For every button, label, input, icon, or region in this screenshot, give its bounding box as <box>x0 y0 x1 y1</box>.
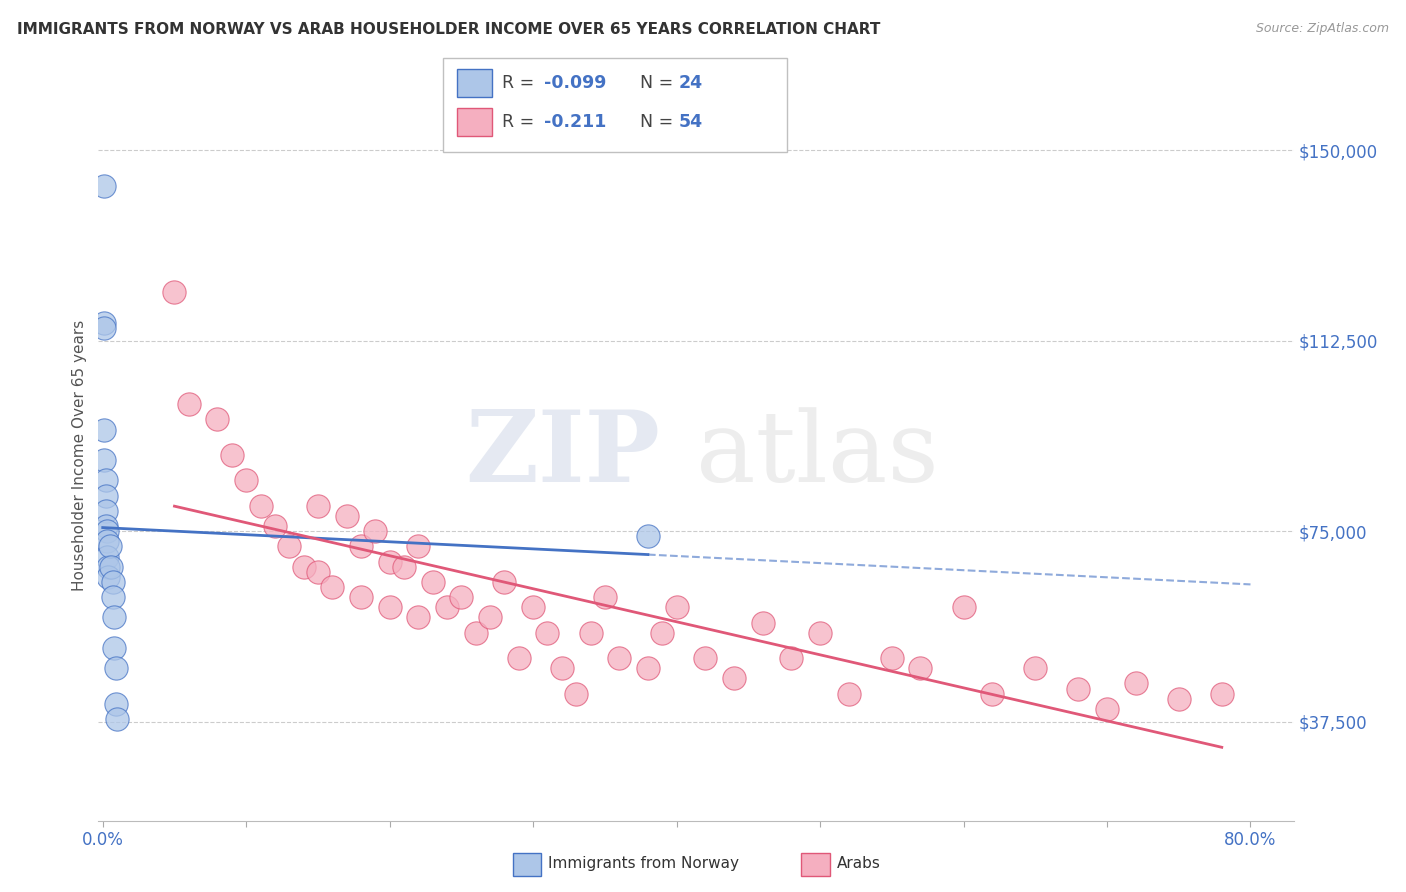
Point <box>536 625 558 640</box>
Point <box>103 640 125 655</box>
Point <box>981 687 1004 701</box>
Point <box>94 473 117 487</box>
Point <box>593 590 616 604</box>
Point <box>93 321 115 335</box>
Point <box>910 661 932 675</box>
Text: Source: ZipAtlas.com: Source: ZipAtlas.com <box>1256 22 1389 36</box>
Point <box>1167 691 1189 706</box>
Text: Immigrants from Norway: Immigrants from Norway <box>548 856 740 871</box>
Text: 24: 24 <box>679 74 703 92</box>
Point <box>952 600 974 615</box>
Point <box>94 489 117 503</box>
Point <box>321 580 343 594</box>
Point <box>336 508 359 523</box>
Point <box>93 178 115 193</box>
Point <box>101 590 124 604</box>
Point <box>450 590 472 604</box>
Point <box>508 651 530 665</box>
Point <box>93 316 115 330</box>
Point <box>207 412 229 426</box>
Text: N =: N = <box>640 113 679 131</box>
Point <box>104 661 127 675</box>
Point <box>221 448 243 462</box>
Point <box>100 559 122 574</box>
Text: atlas: atlas <box>696 407 939 503</box>
Point <box>235 473 257 487</box>
Point <box>479 610 502 624</box>
Point <box>163 285 186 300</box>
Y-axis label: Householder Income Over 65 years: Householder Income Over 65 years <box>72 319 87 591</box>
Point <box>880 651 903 665</box>
Point <box>1211 687 1233 701</box>
Point <box>637 529 659 543</box>
Point <box>422 574 444 589</box>
Point <box>408 539 430 553</box>
Point <box>579 625 602 640</box>
Point <box>464 625 486 640</box>
Point <box>94 504 117 518</box>
Point <box>96 534 118 549</box>
Point <box>278 539 301 553</box>
Point <box>522 600 544 615</box>
Point <box>350 590 373 604</box>
Point <box>93 453 115 467</box>
Point <box>177 397 200 411</box>
Point <box>97 570 120 584</box>
Text: 54: 54 <box>679 113 703 131</box>
Point <box>1024 661 1046 675</box>
Text: -0.099: -0.099 <box>544 74 606 92</box>
Point <box>378 600 401 615</box>
Point <box>392 559 415 574</box>
Point <box>364 524 387 538</box>
Point <box>104 697 127 711</box>
Point <box>249 499 271 513</box>
Point <box>96 524 118 538</box>
Point <box>565 687 588 701</box>
Point <box>838 687 860 701</box>
Text: R =: R = <box>502 74 540 92</box>
Point <box>723 672 745 686</box>
Text: -0.211: -0.211 <box>544 113 606 131</box>
Point <box>307 565 329 579</box>
Point <box>651 625 673 640</box>
Point <box>96 549 118 564</box>
Point <box>551 661 574 675</box>
Point <box>607 651 630 665</box>
Point <box>97 559 120 574</box>
Point <box>695 651 717 665</box>
Text: R =: R = <box>502 113 546 131</box>
Text: Arabs: Arabs <box>837 856 880 871</box>
Point <box>1067 681 1090 696</box>
Point <box>378 555 401 569</box>
Point <box>292 559 315 574</box>
Point <box>103 610 125 624</box>
Point <box>105 712 128 726</box>
Point <box>494 574 516 589</box>
Point <box>808 625 831 640</box>
Point <box>350 539 373 553</box>
Point <box>751 615 773 630</box>
Text: N =: N = <box>640 74 679 92</box>
Point <box>101 574 124 589</box>
Text: ZIP: ZIP <box>465 407 661 503</box>
Point <box>94 519 117 533</box>
Point <box>1125 676 1147 690</box>
Point <box>665 600 688 615</box>
Point <box>1095 702 1118 716</box>
Point <box>780 651 803 665</box>
Point <box>93 423 115 437</box>
Point <box>264 519 287 533</box>
Text: IMMIGRANTS FROM NORWAY VS ARAB HOUSEHOLDER INCOME OVER 65 YEARS CORRELATION CHAR: IMMIGRANTS FROM NORWAY VS ARAB HOUSEHOLD… <box>17 22 880 37</box>
Point <box>436 600 458 615</box>
Point <box>98 539 121 553</box>
Point <box>307 499 329 513</box>
Point <box>408 610 430 624</box>
Point <box>637 661 659 675</box>
